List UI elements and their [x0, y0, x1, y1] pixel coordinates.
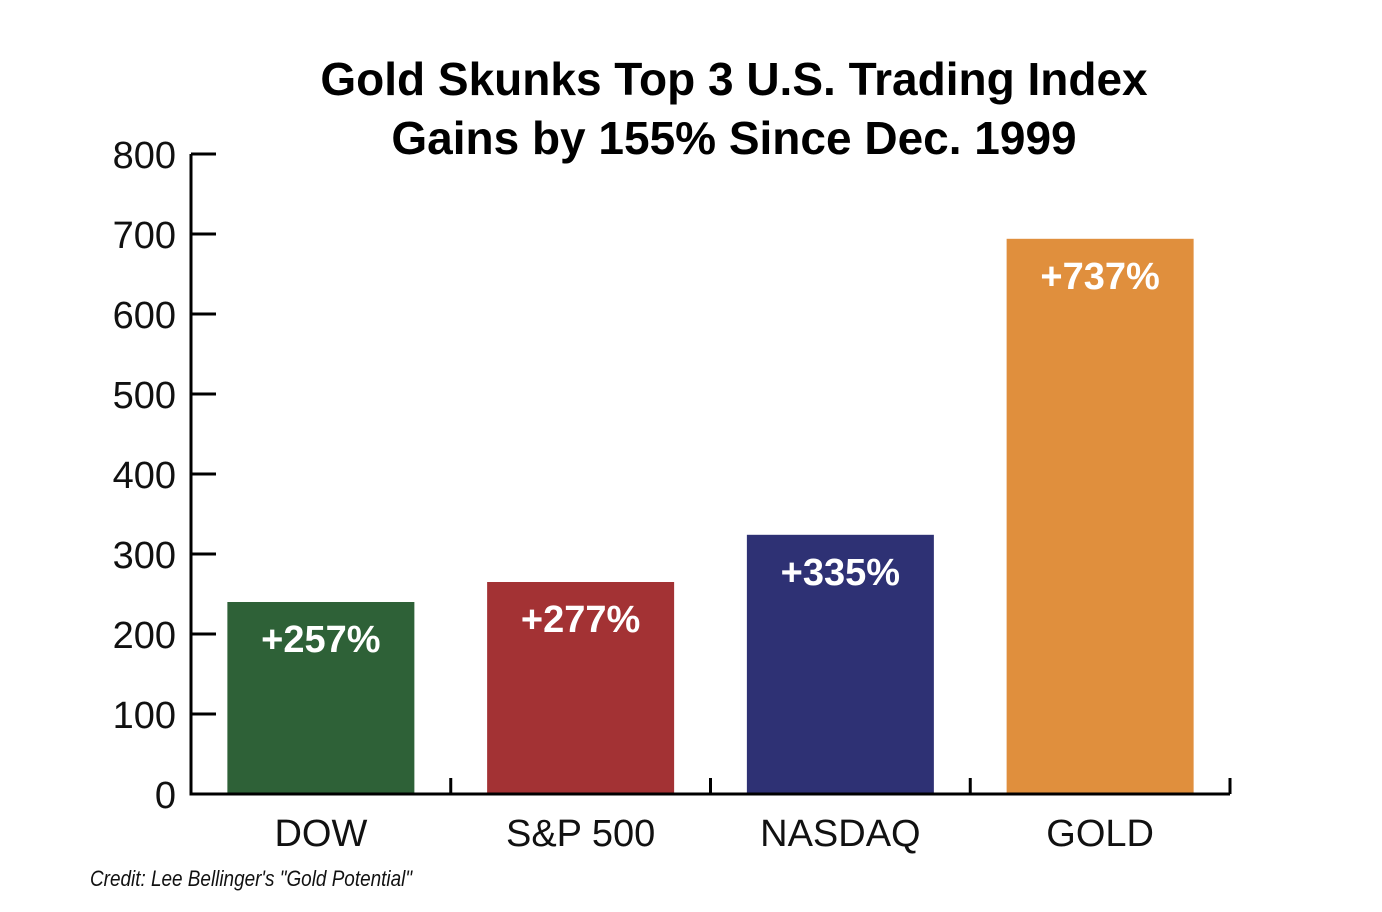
- bar-gold: [1006, 238, 1194, 793]
- y-tick-label: 400: [113, 455, 176, 497]
- x-category-label: DOW: [274, 813, 367, 855]
- bar-value-labels: +257% +277% +335% +737%: [261, 256, 1160, 661]
- chart-title-line-1: Gold Skunks Top 3 U.S. Trading Index: [320, 53, 1148, 105]
- bar-s-p-500: [487, 582, 675, 793]
- bar-value-label: +335%: [781, 552, 900, 594]
- y-tick-label: 0: [155, 775, 176, 817]
- y-tick-label: 600: [113, 295, 176, 337]
- y-tick-label: 500: [113, 375, 176, 417]
- y-tick-label: 300: [113, 535, 176, 577]
- y-tick-labels: 0 100 200 300 400 500 600 700 800: [113, 135, 176, 817]
- bar-value-label: +257%: [261, 619, 380, 661]
- axes: [189, 152, 1232, 796]
- bars: [227, 238, 1194, 793]
- bar-value-label: +737%: [1040, 256, 1159, 298]
- y-tick-label: 700: [113, 215, 176, 257]
- y-tick-label: 800: [113, 135, 176, 177]
- category-labels: DOW S&P 500 NASDAQ GOLD: [274, 813, 1154, 855]
- bar-nasdaq: [746, 534, 934, 793]
- credit-text: Credit: Lee Bellinger's "Gold Potential": [90, 866, 413, 891]
- x-category-label: GOLD: [1046, 813, 1154, 855]
- y-tick-label: 100: [113, 695, 176, 737]
- bar-value-label: +277%: [521, 599, 640, 641]
- chart-title-line-2: Gains by 155% Since Dec. 1999: [391, 112, 1077, 164]
- bar-dow: [227, 602, 415, 793]
- x-category-label: NASDAQ: [760, 813, 920, 855]
- x-category-label: S&P 500: [506, 813, 655, 855]
- y-tick-label: 200: [113, 615, 176, 657]
